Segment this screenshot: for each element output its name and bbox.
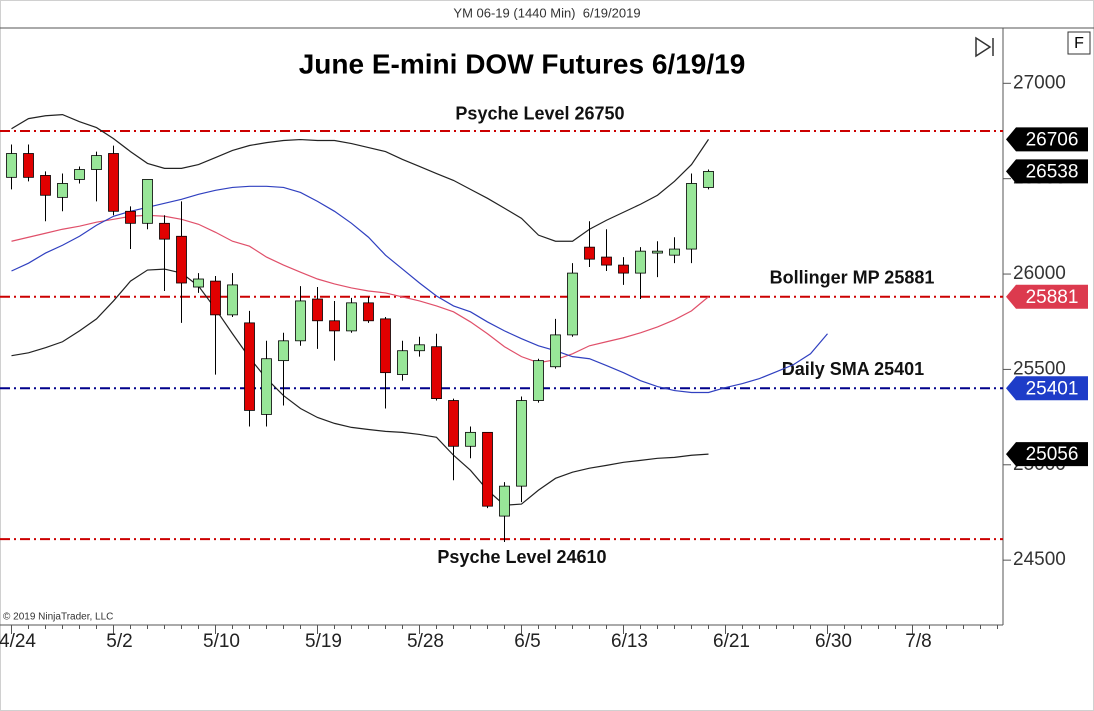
- header: YM 06-19 (1440 Min) 6/19/2019: [453, 5, 640, 20]
- candle-body: [635, 250, 646, 274]
- level-label: Psyche Level 24610: [437, 547, 606, 567]
- candle-body: [6, 153, 17, 178]
- x-tick-label: 5/28: [407, 631, 444, 652]
- candle-body: [533, 360, 544, 401]
- price-marker-label: 25401: [1026, 378, 1079, 399]
- x-tick-label: 6/5: [514, 631, 540, 652]
- y-tick-label: 26000: [1013, 263, 1066, 284]
- candle-body: [346, 302, 357, 332]
- candle-body: [91, 155, 102, 170]
- price-marker-label: 26706: [1026, 129, 1079, 150]
- candle-body: [448, 400, 459, 447]
- x-tick-label: 6/13: [611, 631, 648, 652]
- indicator-line: [11, 268, 709, 506]
- candle-body: [142, 179, 153, 224]
- candle-body: [57, 183, 68, 198]
- price-marker-label: 25056: [1026, 444, 1079, 465]
- candle-body: [601, 256, 612, 266]
- candle-body: [686, 183, 697, 250]
- candle-body: [397, 350, 408, 375]
- x-tick-label: 5/19: [305, 631, 342, 652]
- candle-body: [482, 431, 493, 507]
- y-tick-label: 27000: [1013, 72, 1066, 93]
- x-tick-label: 6/21: [713, 631, 750, 652]
- candle-body: [652, 250, 663, 254]
- candle-body: [431, 346, 442, 399]
- level-label: Daily SMA 25401: [782, 359, 924, 379]
- price-marker: [1006, 442, 1088, 467]
- price-marker-label: 25881: [1026, 287, 1079, 308]
- candle-body: [210, 280, 221, 316]
- x-tick-label: 4/24: [0, 631, 36, 652]
- candle-body: [40, 175, 51, 196]
- candle-body: [125, 210, 136, 224]
- candle-body: [295, 300, 306, 342]
- price-marker: [1006, 159, 1088, 184]
- candle-body: [465, 431, 476, 447]
- price-marker: [1006, 127, 1088, 152]
- level-label: Psyche Level 26750: [455, 104, 624, 124]
- button-label[interactable]: F: [1074, 35, 1084, 52]
- candle-body: [414, 344, 425, 352]
- chart-title: June E-mini DOW Futures 6/19/19: [299, 48, 746, 79]
- copyright: © 2019 NinjaTrader, LLC: [3, 612, 113, 623]
- candle-body: [312, 298, 323, 322]
- candle-body: [193, 278, 204, 288]
- candle-body: [261, 358, 272, 415]
- candle-body: [363, 302, 374, 322]
- candle-body: [227, 284, 238, 316]
- candle-body: [550, 334, 561, 368]
- x-tick-label: 5/2: [106, 631, 132, 652]
- level-label: Bollinger MP 25881: [770, 267, 935, 287]
- y-tick-label: 24500: [1013, 549, 1066, 570]
- candle-body: [159, 222, 170, 240]
- candle-body: [618, 264, 629, 274]
- button-box[interactable]: [1067, 31, 1091, 55]
- x-tick-label: 6/30: [815, 631, 852, 652]
- candle-body: [278, 340, 289, 362]
- x-tick-label: 7/8: [905, 631, 931, 652]
- x-tick-label: 5/10: [203, 631, 240, 652]
- candle-body: [703, 171, 714, 188]
- play-icon[interactable]: [975, 36, 994, 58]
- indicator-line: [11, 113, 709, 242]
- candle-body: [244, 322, 255, 411]
- candle-body: [329, 320, 340, 332]
- candle-body: [176, 235, 187, 284]
- price-marker-label: 26538: [1026, 161, 1079, 182]
- candle-body: [584, 246, 595, 260]
- price-marker: [1006, 284, 1088, 309]
- candle-body: [499, 485, 510, 517]
- candle-body: [669, 248, 680, 256]
- candle-body: [380, 318, 391, 374]
- candle-body: [108, 153, 119, 212]
- candle-body: [567, 272, 578, 336]
- price-marker: [1006, 376, 1088, 401]
- candle-body: [23, 153, 34, 178]
- candle-body: [74, 169, 85, 180]
- candle-body: [516, 400, 527, 487]
- y-tick-label: 25500: [1013, 358, 1066, 379]
